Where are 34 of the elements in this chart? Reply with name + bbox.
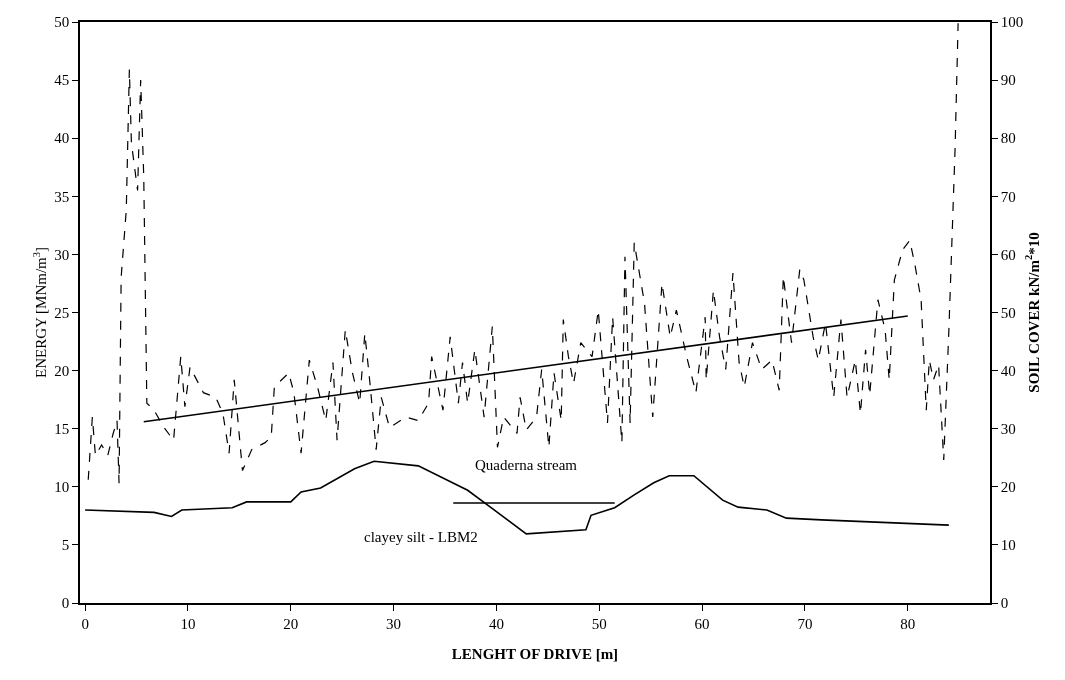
y2-tick-label: 90: [1000, 72, 1016, 89]
y2-tick-label: 30: [1000, 420, 1016, 437]
y2-tick-label: 70: [1000, 188, 1016, 205]
x-tick-label: 20: [283, 615, 299, 632]
y2-tick-label: 10: [1000, 537, 1016, 554]
y2-tick-label: 0: [1000, 595, 1009, 612]
y-tick-label: 15: [54, 420, 70, 437]
y-tick-label: 45: [54, 72, 70, 89]
x-tick-label: 30: [386, 615, 402, 632]
y-tick-label: 30: [54, 246, 70, 263]
x-tick-label: 10: [180, 615, 196, 632]
x-axis-title: LENGHT OF DRIVE [m]: [451, 646, 619, 663]
x-tick-label: 80: [900, 615, 916, 632]
y-tick-label: 35: [54, 188, 70, 205]
y-tick-label: 0: [61, 595, 70, 612]
y2-tick-label: 100: [1000, 14, 1024, 31]
y2-tick-label: 20: [1000, 479, 1016, 496]
y-tick-label: 50: [54, 14, 70, 31]
y-tick-label: 25: [54, 304, 70, 321]
y-tick-label: 10: [54, 479, 70, 496]
x-tick-label: 60: [694, 615, 710, 632]
y2-tick-label: 80: [1000, 130, 1016, 147]
y-tick-label: 5: [61, 537, 70, 554]
y2-tick-label: 40: [1000, 362, 1016, 379]
y2-tick-label: 50: [1000, 304, 1016, 321]
annotation: clayey silt - LBM2: [364, 529, 478, 545]
y2-tick-label: 60: [1000, 246, 1016, 263]
x-tick-label: 70: [797, 615, 813, 632]
y-tick-label: 40: [54, 130, 70, 147]
x-tick-label: 0: [81, 615, 89, 632]
x-tick-label: 50: [591, 615, 607, 632]
x-tick-label: 40: [488, 615, 504, 632]
y-tick-label: 20: [54, 362, 70, 379]
annotation: Quaderna stream: [475, 457, 578, 473]
